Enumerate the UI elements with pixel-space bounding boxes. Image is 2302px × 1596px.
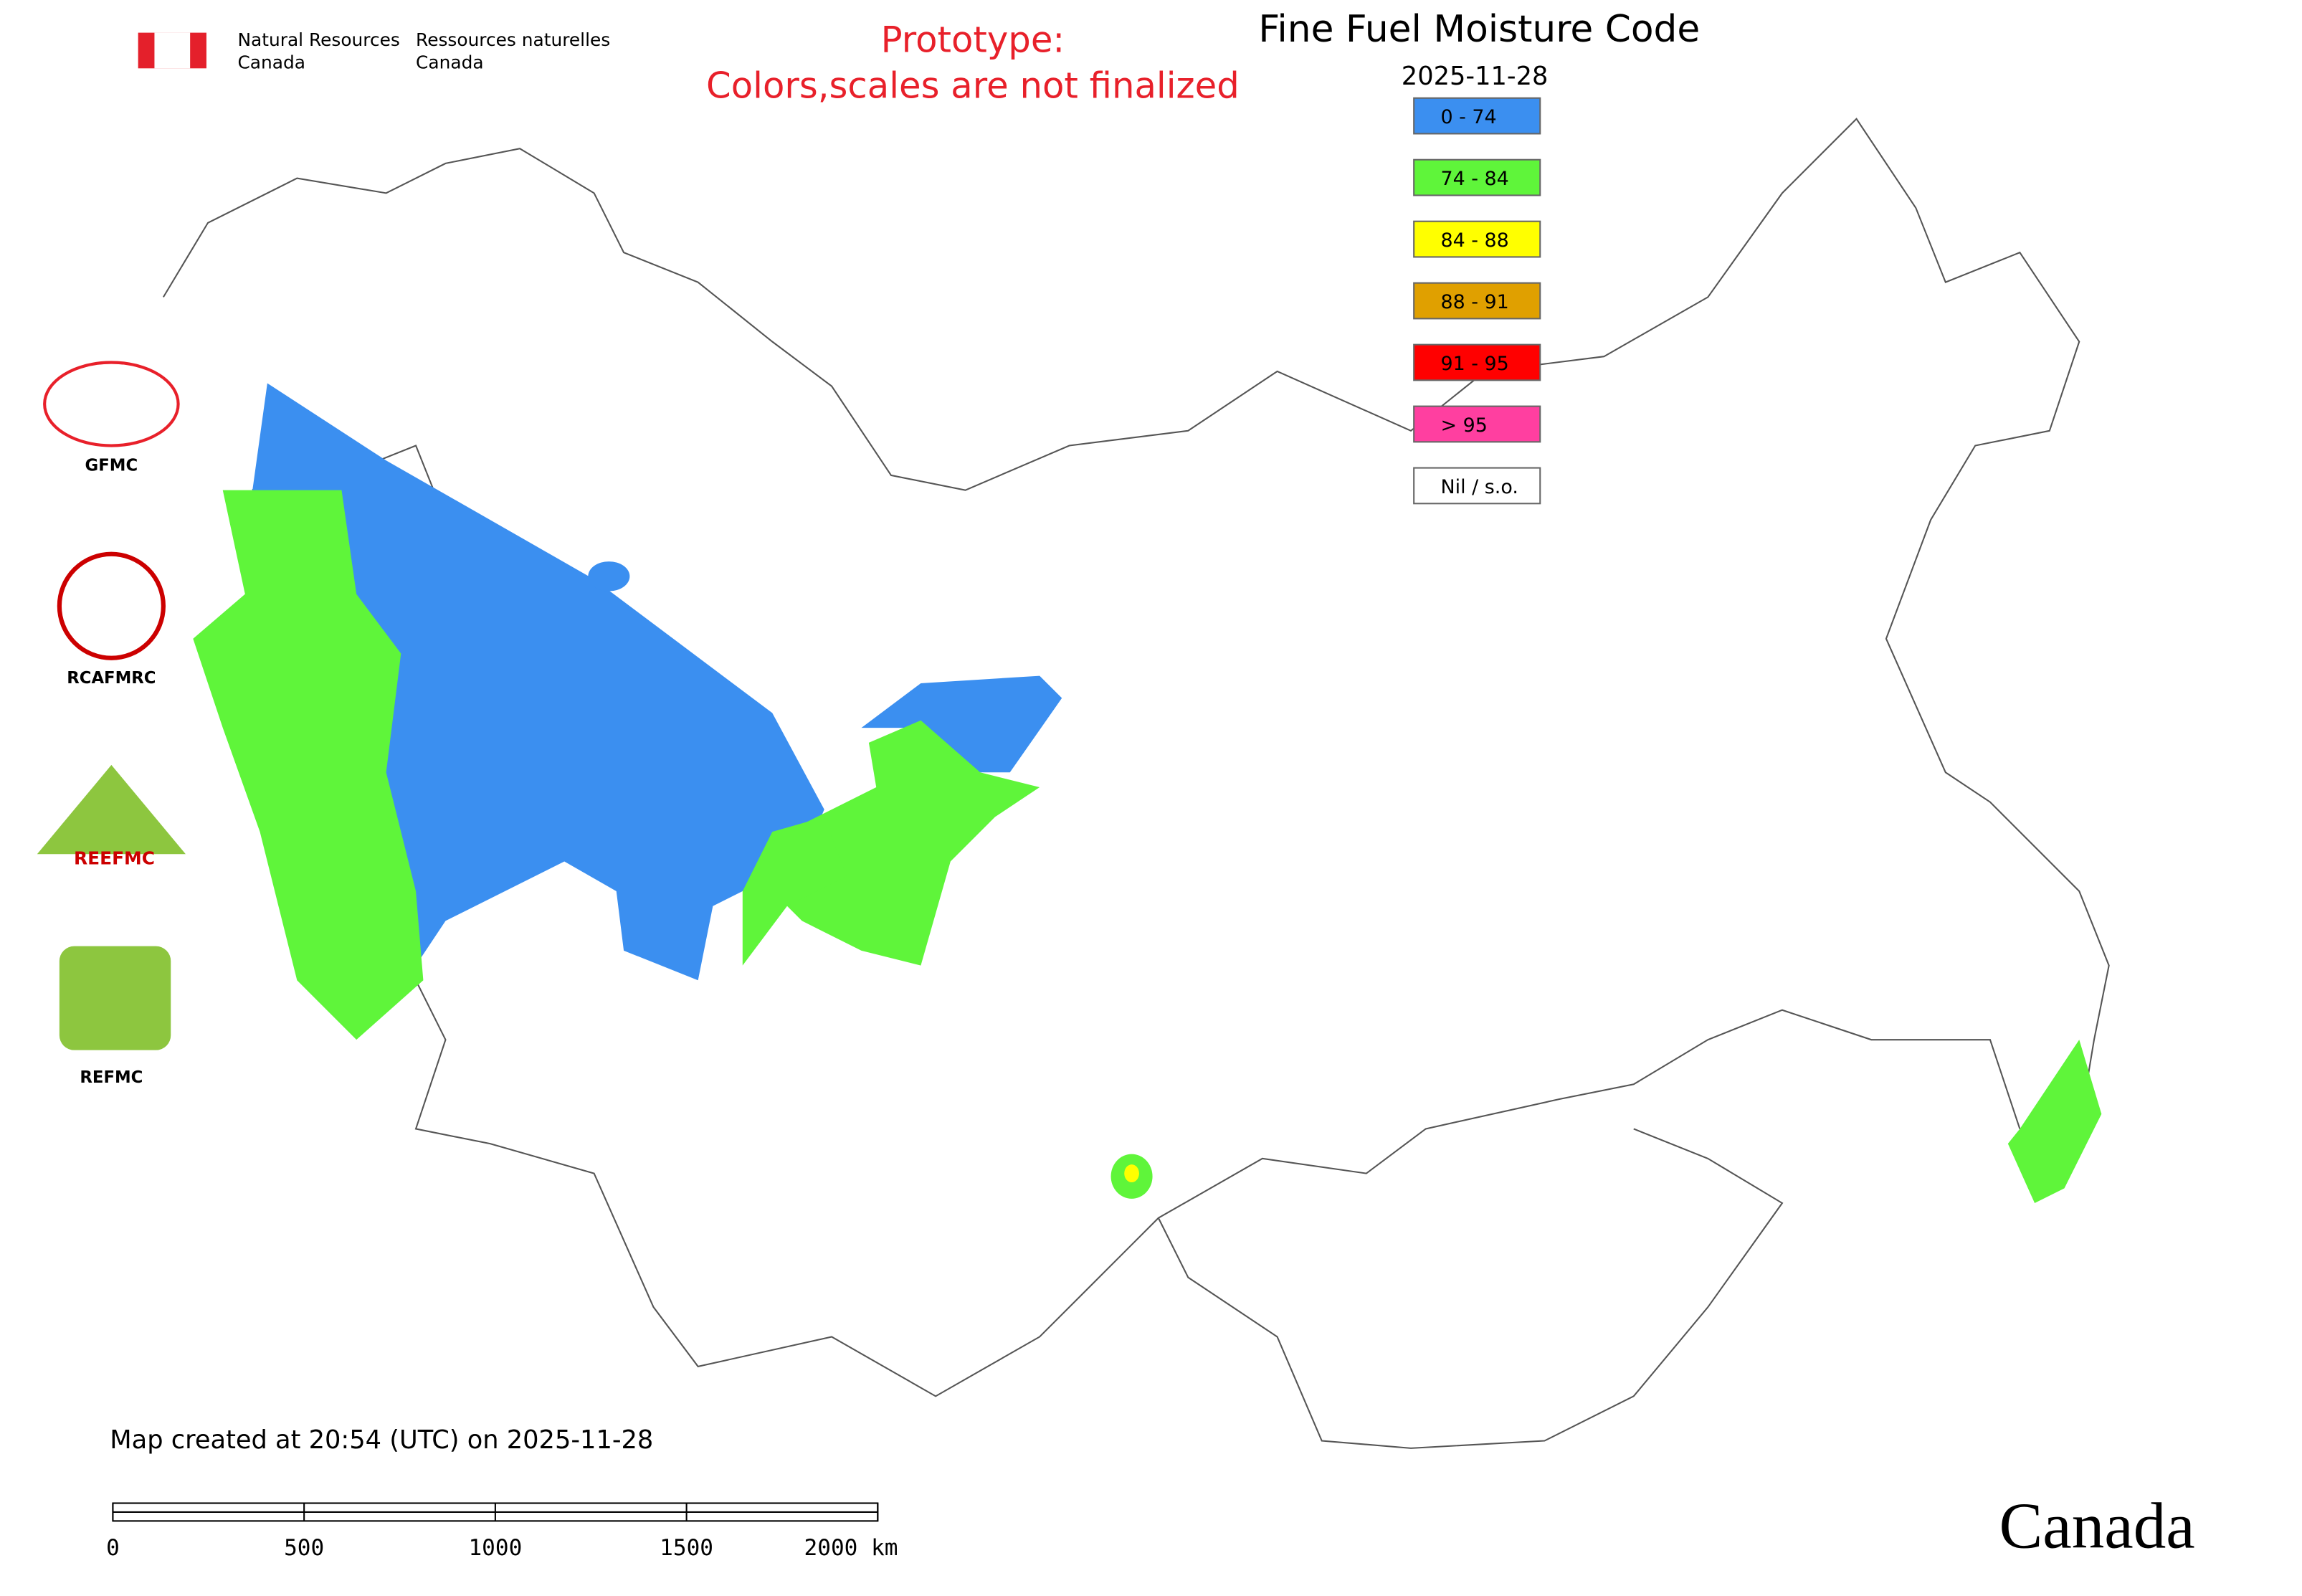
legend-swatch: [1413, 97, 1541, 135]
scale-label: 2000 km: [804, 1535, 898, 1561]
legend-label: 84 - 88: [1440, 229, 1508, 252]
scale-label: 0: [106, 1535, 120, 1561]
ffmc-area-low: [588, 561, 630, 592]
logo: [57, 551, 166, 660]
ffmc-area-moderate: [2007, 1040, 2102, 1204]
prototype-note: Colors,scales are not finalized: [706, 65, 1240, 107]
nrcan-fr: Canada: [416, 52, 484, 72]
legend-swatch: [1413, 467, 1541, 505]
logo-label: REEFMC: [74, 848, 155, 869]
logo: [43, 361, 180, 447]
logo-label: GFMC: [85, 457, 138, 475]
logo: [37, 764, 186, 855]
flag: [154, 32, 191, 69]
legend-label: > 95: [1440, 414, 1487, 437]
map-date: 2025-11-28: [1402, 62, 1549, 91]
canada-wordmark: Canada: [1999, 1490, 2194, 1562]
prototype-note: Prototype:: [881, 19, 1065, 61]
map-title: Fine Fuel Moisture Code: [1258, 8, 1700, 51]
scale-bar: 0 500 1000 1500 2000 km: [106, 1502, 898, 1561]
legend-label: 0 - 74: [1440, 106, 1496, 128]
scale-label: 1000: [468, 1535, 522, 1561]
nrcan-en: Natural Resources: [237, 29, 399, 50]
border: [1157, 1128, 1784, 1449]
logo: [59, 946, 171, 1050]
nrcan-fr: Ressources naturelles: [416, 29, 610, 50]
legend-label: 74 - 84: [1440, 168, 1508, 190]
nrcan-en: Canada: [237, 52, 305, 72]
legend-label: Nil / s.o.: [1440, 476, 1518, 498]
legend-swatch: [1413, 282, 1541, 320]
legend-label: 88 - 91: [1440, 291, 1508, 313]
logo-label: REFMC: [80, 1068, 143, 1087]
ffmc-area-low: [861, 675, 1062, 773]
created-note: Map created at 20:54 (UTC) on 2025-11-28: [110, 1425, 653, 1455]
legend-swatch: [1413, 158, 1541, 196]
border: [414, 979, 2021, 1397]
legend: 0 - 74 74 - 84 84 - 88 88 - 91 91 - 95 > 95 Ni…: [1413, 97, 1541, 505]
legend-swatch: [1413, 405, 1541, 443]
scale-label: 500: [284, 1535, 324, 1561]
ffmc-area-moderate: [772, 720, 1040, 966]
ffmc-area-high: [1124, 1164, 1139, 1183]
scale-label: 1500: [660, 1535, 713, 1561]
ffmc-area-moderate: [742, 817, 847, 966]
ffmc-area-moderate: [193, 490, 424, 1040]
legend-label: 91 - 95: [1440, 353, 1508, 375]
legend-swatch: [1413, 220, 1541, 258]
legend-swatch: [1413, 343, 1541, 381]
logo-label: RCAFMRC: [67, 669, 156, 688]
coastline: [162, 118, 2110, 1189]
